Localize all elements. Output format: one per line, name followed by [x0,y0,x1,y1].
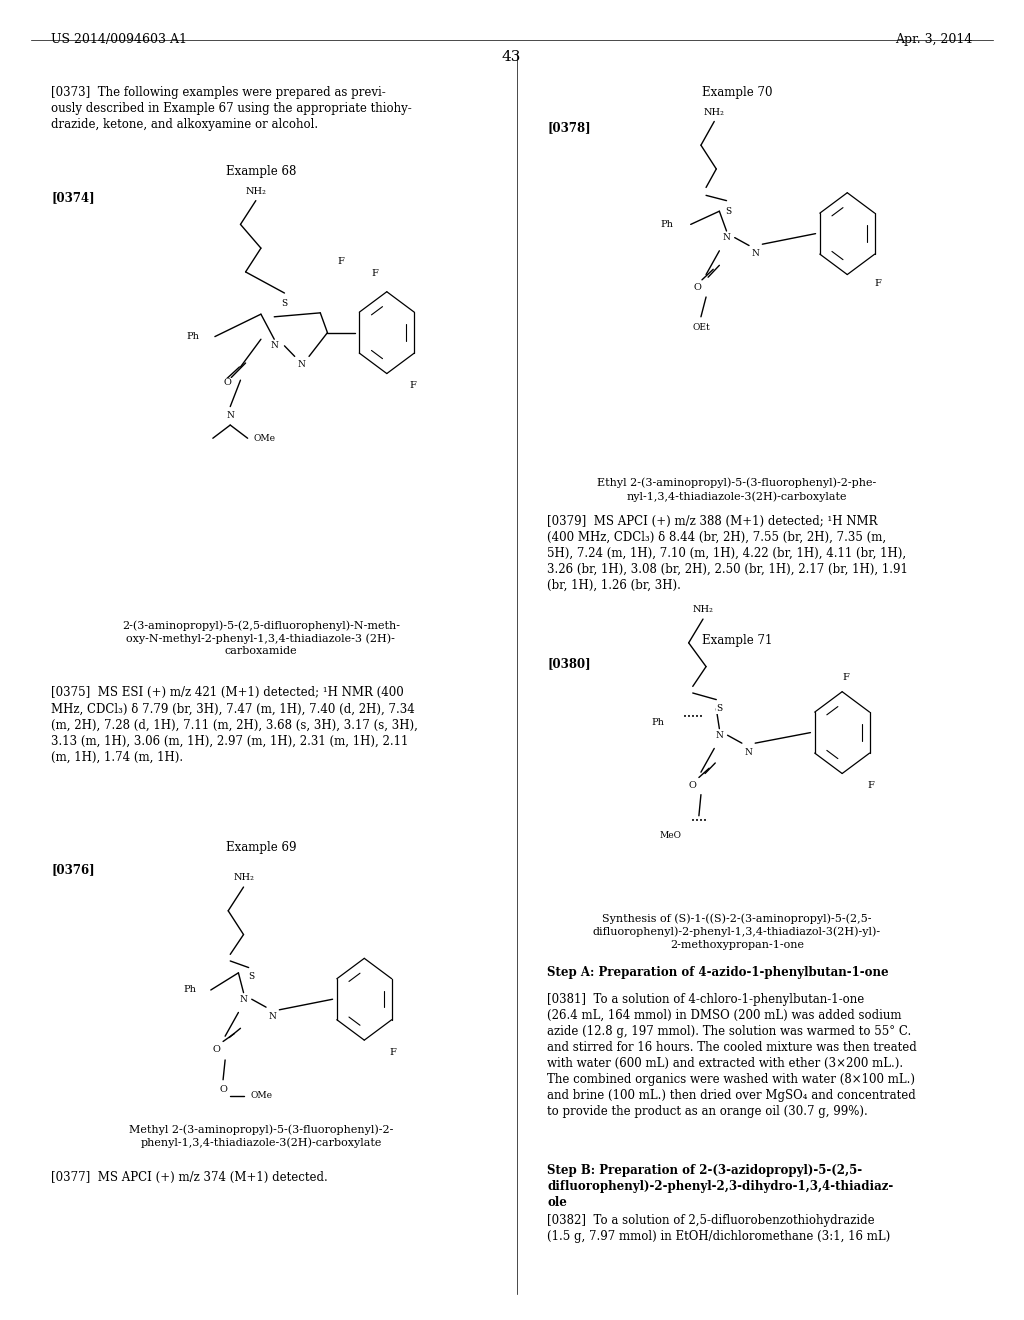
Text: NH₂: NH₂ [692,606,714,614]
Text: N: N [226,412,234,420]
Text: Ph: Ph [186,333,199,341]
Text: ••••: •••• [691,818,707,825]
Text: S: S [282,300,288,308]
Text: NH₂: NH₂ [703,108,725,116]
Text: N: N [744,748,752,756]
Text: Example 70: Example 70 [701,86,772,99]
Text: OMe: OMe [253,434,275,442]
Text: [0379]  MS APCI (+) m/z 388 (M+1) detected; ¹H NMR
(400 MHz, CDCl₃) δ 8.44 (br, : [0379] MS APCI (+) m/z 388 (M+1) detecte… [548,515,908,591]
Text: Ph: Ph [660,220,674,228]
Text: Apr. 3, 2014: Apr. 3, 2014 [895,33,972,46]
Text: S: S [726,207,731,215]
Text: NH₂: NH₂ [246,187,266,195]
Text: 43: 43 [502,50,521,65]
Text: N: N [240,995,248,1003]
Text: N: N [268,1012,276,1020]
Text: [0375]  MS ESI (+) m/z 421 (M+1) detected; ¹H NMR (400
MHz, CDCl₃) δ 7.79 (br, 3: [0375] MS ESI (+) m/z 421 (M+1) detected… [51,686,418,763]
Text: OEt: OEt [692,323,710,331]
Text: N: N [270,342,279,350]
Text: •••••: ••••• [683,714,702,719]
Text: F: F [843,673,850,681]
Text: 2-(3-aminopropyl)-5-(2,5-difluorophenyl)-N-meth-
oxy-N-methyl-2-phenyl-1,3,4-thi: 2-(3-aminopropyl)-5-(2,5-difluorophenyl)… [122,620,400,656]
Text: Example 69: Example 69 [225,841,296,854]
Text: Example 68: Example 68 [225,165,296,178]
Text: N: N [752,249,759,257]
Text: Step A: Preparation of 4-azido-1-phenylbutan-1-one: Step A: Preparation of 4-azido-1-phenylb… [548,966,889,979]
Text: Ph: Ph [184,986,197,994]
Text: F: F [371,269,378,277]
Text: N: N [298,360,306,368]
Text: Synthesis of (S)-1-((S)-2-(3-aminopropyl)-5-(2,5-
difluorophenyl)-2-phenyl-1,3,4: Synthesis of (S)-1-((S)-2-(3-aminopropyl… [593,913,881,949]
Text: [0374]: [0374] [51,191,95,205]
Text: [0373]  The following examples were prepared as previ-
ously described in Exampl: [0373] The following examples were prepa… [51,86,412,131]
Text: O: O [694,284,701,292]
Text: Example 71: Example 71 [701,634,772,647]
Text: US 2014/0094603 A1: US 2014/0094603 A1 [51,33,187,46]
Text: S: S [717,705,722,713]
Text: MeO: MeO [659,832,681,840]
Text: [0378]: [0378] [548,121,591,135]
Text: Step B: Preparation of 2-(3-azidopropyl)-5-(2,5-
difluorophenyl)-2-phenyl-2,3-di: Step B: Preparation of 2-(3-azidopropyl)… [548,1164,894,1209]
Text: O: O [223,379,231,387]
Text: Ph: Ph [651,718,665,726]
Text: Ethyl 2-(3-aminopropyl)-5-(3-fluorophenyl)-2-phe-
nyl-1,3,4-thiadiazole-3(2H)-ca: Ethyl 2-(3-aminopropyl)-5-(3-fluoropheny… [597,478,877,502]
Text: [0377]  MS APCI (+) m/z 374 (M+1) detected.: [0377] MS APCI (+) m/z 374 (M+1) detecte… [51,1171,328,1184]
Text: N: N [723,234,730,242]
Text: F: F [874,280,882,288]
Text: Methyl 2-(3-aminopropyl)-5-(3-fluorophenyl)-2-
phenyl-1,3,4-thiadiazole-3(2H)-ca: Methyl 2-(3-aminopropyl)-5-(3-fluorophen… [129,1125,393,1148]
Text: OMe: OMe [251,1092,273,1100]
Text: NH₂: NH₂ [233,874,254,882]
Text: F: F [867,781,874,789]
Text: O: O [689,781,696,789]
Text: O: O [219,1085,227,1093]
Text: S: S [249,973,255,981]
Text: F: F [389,1048,396,1056]
Text: F: F [409,381,416,389]
Text: N: N [716,731,723,739]
Text: F: F [337,257,344,265]
Text: [0381]  To a solution of 4-chloro-1-phenylbutan-1-one
(26.4 mL, 164 mmol) in DMS: [0381] To a solution of 4-chloro-1-pheny… [548,993,918,1118]
Text: [0380]: [0380] [548,657,591,671]
Text: O: O [213,1045,221,1053]
Text: [0376]: [0376] [51,863,95,876]
Text: [0382]  To a solution of 2,5-difluorobenzothiohydrazide
(1.5 g, 7.97 mmol) in Et: [0382] To a solution of 2,5-difluorobenz… [548,1214,891,1243]
